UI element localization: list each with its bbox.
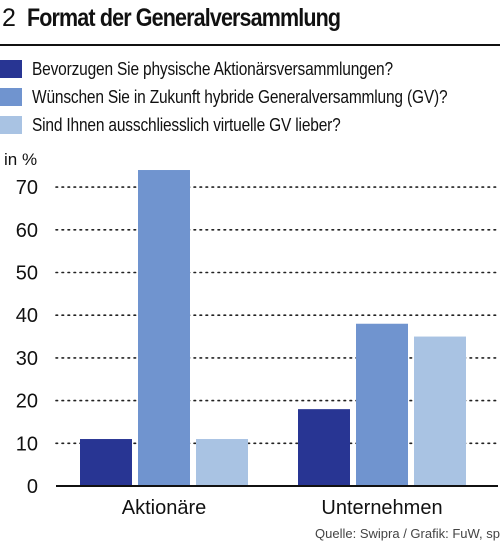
bar-unternehmen-series-3 <box>414 336 466 486</box>
bars <box>80 170 466 486</box>
legend-label-virtual: Sind Ihnen ausschliesslich virtuelle GV … <box>32 114 341 135</box>
y-tick-label-30: 30 <box>16 348 38 370</box>
y-tick-label-40: 40 <box>16 305 38 327</box>
legend-swatch-hybrid <box>0 88 22 106</box>
bar-unternehmen-series-2 <box>356 323 408 486</box>
y-tick-label-0: 0 <box>27 476 38 498</box>
x-axis-categories: Aktionäre Unternehmen <box>122 497 443 519</box>
y-tick-label-50: 50 <box>16 263 38 285</box>
legend-swatch-physical <box>0 60 22 78</box>
figure-header: 2 Format der Generalversammlung <box>2 4 500 38</box>
legend-item-hybrid: Wünschen Sie in Zukunft hybride Generalv… <box>0 83 500 111</box>
bar-aktionaere-series-2 <box>138 170 190 486</box>
bar-aktionaere-series-1 <box>80 439 132 486</box>
category-label-unternehmen: Unternehmen <box>321 497 442 519</box>
y-tick-label-10: 10 <box>16 433 38 455</box>
figure-number: 2 <box>2 4 16 32</box>
bar-aktionaere-series-3 <box>196 439 248 486</box>
y-tick-label-60: 60 <box>16 220 38 242</box>
bar-chart: in % 0 10 20 30 40 50 60 70 Aktionäre Unternehme… <box>4 150 499 519</box>
legend-item-physical: Bevorzugen Sie physische Aktionärsversam… <box>0 55 500 83</box>
legend: Bevorzugen Sie physische Aktionärsversam… <box>0 55 500 139</box>
legend-label-hybrid: Wünschen Sie in Zukunft hybride Generalv… <box>32 86 448 107</box>
source-note: Quelle: Swipra / Grafik: FuW, sp <box>315 526 500 541</box>
y-tick-label-70: 70 <box>16 177 38 199</box>
legend-label-physical: Bevorzugen Sie physische Aktionärsversam… <box>32 58 393 79</box>
figure-title: Format der Generalversammlung <box>27 4 341 32</box>
legend-swatch-virtual <box>0 116 22 134</box>
bar-unternehmen-series-1 <box>298 409 350 486</box>
y-tick-label-20: 20 <box>16 391 38 413</box>
legend-item-virtual: Sind Ihnen ausschliesslich virtuelle GV … <box>0 111 500 139</box>
y-axis-unit-label: in % <box>4 150 37 169</box>
category-label-aktionaere: Aktionäre <box>122 497 207 519</box>
y-axis-ticks: 0 10 20 30 40 50 60 70 <box>16 177 38 498</box>
title-rule <box>0 44 500 46</box>
